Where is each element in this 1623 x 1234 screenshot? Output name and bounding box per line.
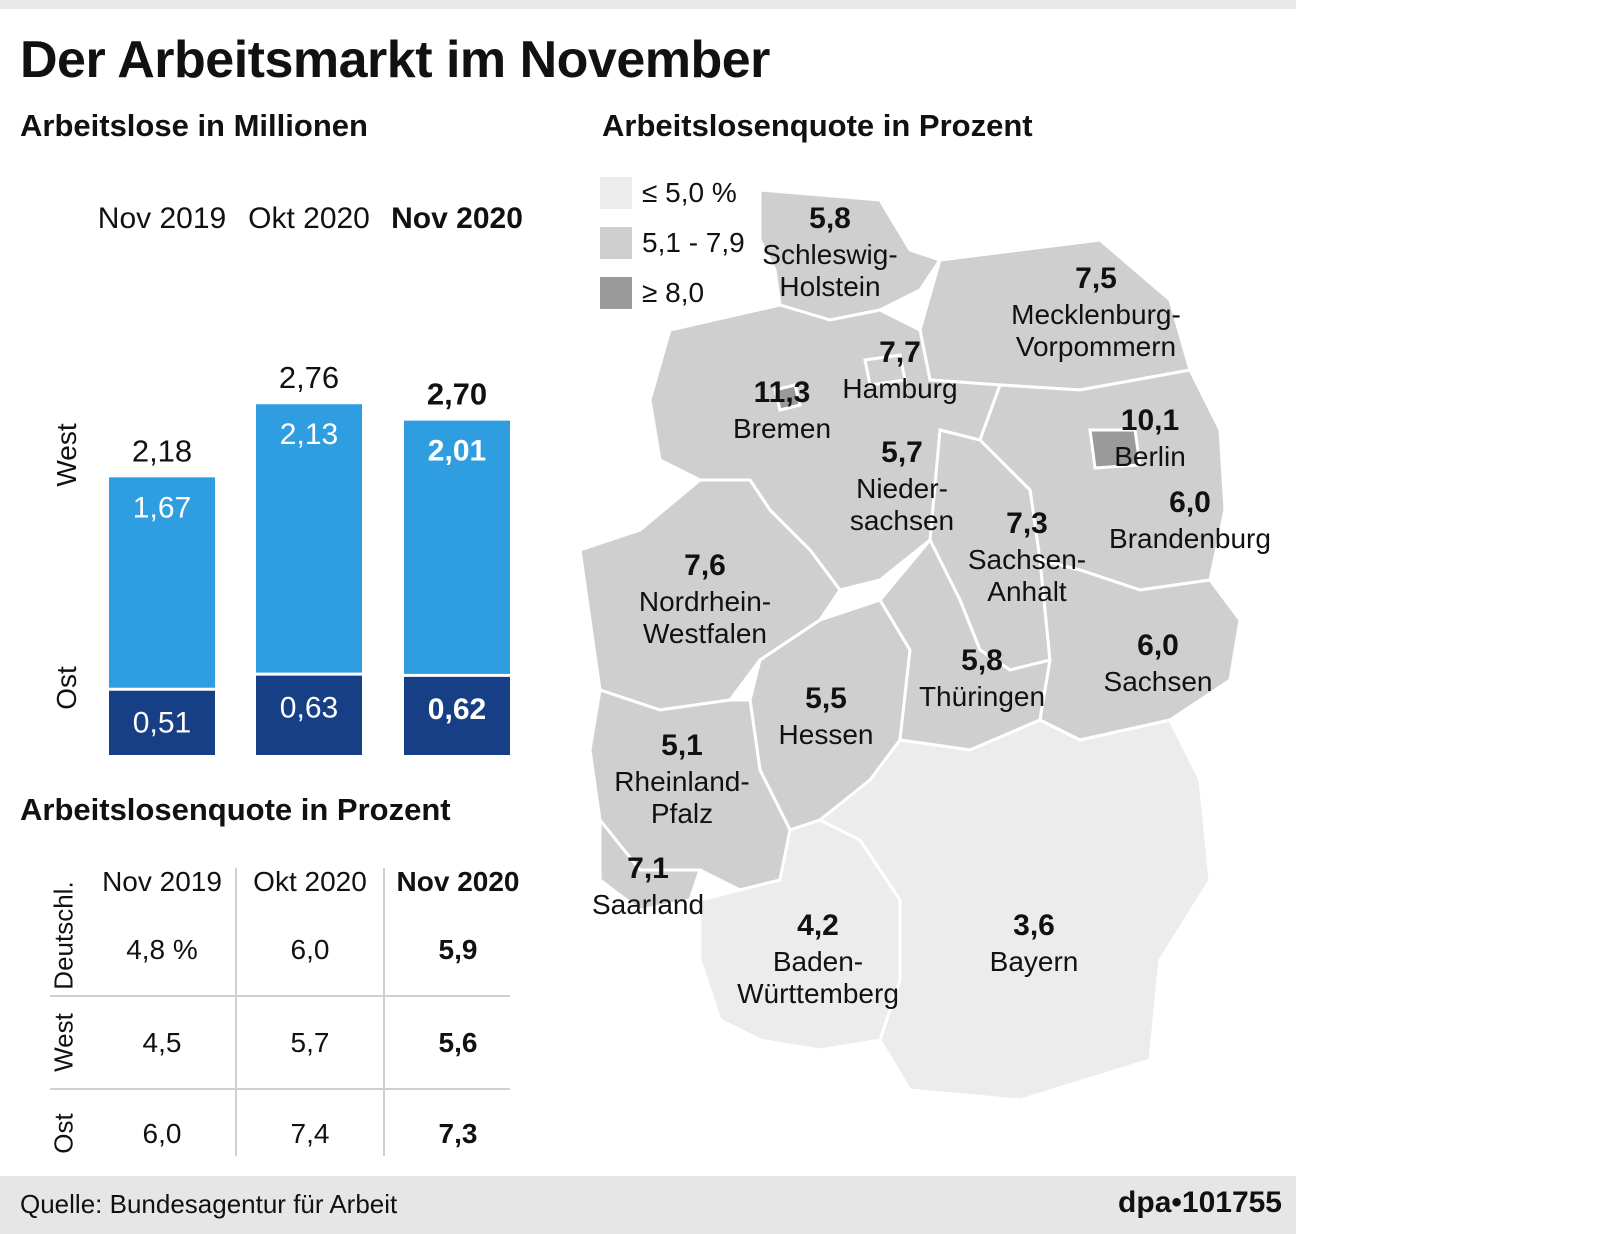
map-state-value: 7,1 bbox=[627, 852, 669, 885]
state-sachsen bbox=[1038, 558, 1242, 742]
series-label-west: West bbox=[51, 423, 82, 486]
legend-item: ≤ 5,0 % bbox=[600, 168, 745, 218]
legend-label: 5,1 - 7,9 bbox=[642, 227, 745, 258]
map-state-name: Pfalz bbox=[651, 798, 713, 829]
bar-category-label: Okt 2020 bbox=[248, 202, 370, 235]
bar-ost-value: 0,62 bbox=[428, 693, 486, 726]
map-state-name: sachsen bbox=[850, 505, 954, 536]
map-state-value: 7,7 bbox=[879, 336, 921, 369]
legend-item: 5,1 - 7,9 bbox=[600, 218, 745, 268]
legend-label: ≥ 8,0 bbox=[642, 277, 705, 308]
map-state-value: 7,3 bbox=[1006, 507, 1048, 540]
map-state-value: 6,0 bbox=[1169, 486, 1211, 519]
bar-west-value: 2,13 bbox=[280, 418, 338, 451]
map-state-name: Berlin bbox=[1114, 441, 1186, 472]
state-saarland bbox=[598, 815, 703, 912]
top-rule bbox=[0, 0, 1296, 9]
map-labels: 5,8 Schleswig-Holstein 7,5 Mecklenburg-Vorp… bbox=[592, 202, 1271, 1009]
bar-west-value: 1,67 bbox=[133, 491, 191, 524]
map-section-title: Arbeitslosenquote in Prozent bbox=[602, 108, 1033, 143]
bar-ost-value: 0,51 bbox=[133, 707, 191, 740]
bar-total-label: 2,70 bbox=[427, 377, 487, 412]
map-state-name: Holstein bbox=[779, 271, 880, 302]
map-state-value: 11,3 bbox=[754, 376, 811, 409]
map-state-value: 5,5 bbox=[805, 682, 847, 715]
map-state-name: Nordrhein- bbox=[639, 586, 771, 617]
bar-ost bbox=[256, 675, 362, 755]
map-state-name: Hamburg bbox=[842, 373, 957, 404]
map-state-name: Saarland bbox=[592, 889, 704, 920]
legend-swatch-high bbox=[600, 277, 632, 309]
map-states bbox=[580, 188, 1242, 1102]
page-title: Der Arbeitsmarkt im November bbox=[20, 31, 770, 89]
state-bremen bbox=[773, 383, 802, 412]
source-note: Quelle: Bundesagentur für Arbeit bbox=[20, 1189, 398, 1219]
map-state-value: 7,5 bbox=[1075, 262, 1117, 295]
bar-ost bbox=[109, 690, 215, 755]
legend-swatch-mid bbox=[600, 227, 632, 259]
legend-item: ≥ 8,0 bbox=[600, 268, 745, 318]
map-state-value: 6,0 bbox=[1137, 629, 1179, 662]
bar-chart: Nov 2019 0,51 1,67 2,18 Okt 2020 0,63 2,13 2,76… bbox=[51, 202, 523, 755]
map-state-name: Nieder- bbox=[856, 473, 948, 504]
map-state-name: Sachsen- bbox=[968, 544, 1086, 575]
footer: Quelle: Bundesagentur für Arbeit dpa•101… bbox=[0, 1176, 1296, 1234]
bar-west bbox=[109, 477, 215, 688]
state-hamburg bbox=[863, 353, 907, 387]
map-state-name: Bayern bbox=[990, 946, 1079, 977]
map-state-name: Mecklenburg- bbox=[1011, 299, 1181, 330]
map-state-name: Sachsen bbox=[1104, 666, 1213, 697]
map-state-name: Brandenburg bbox=[1109, 523, 1271, 554]
state-bayern bbox=[817, 718, 1212, 1102]
map-state-value: 5,8 bbox=[809, 202, 851, 235]
bar-west-value: 2,01 bbox=[428, 435, 486, 468]
map-state-value: 3,6 bbox=[1013, 909, 1055, 942]
legend-label: ≤ 5,0 % bbox=[642, 177, 737, 208]
map-state-name: Baden- bbox=[773, 946, 863, 977]
map-state-name: Westfalen bbox=[643, 618, 767, 649]
map-legend: ≤ 5,0 % 5,1 - 7,9 ≥ 8,0 bbox=[600, 168, 745, 318]
map-state-name: Bremen bbox=[733, 413, 831, 444]
map-state-value: 5,1 bbox=[661, 729, 703, 762]
bar-ost-value: 0,63 bbox=[280, 692, 338, 725]
map-state-name: Schleswig- bbox=[762, 239, 897, 270]
map-state-name: Hessen bbox=[779, 719, 874, 750]
credit-tag: dpa•101755 bbox=[1118, 1186, 1282, 1219]
bar-category-label: Nov 2019 bbox=[98, 202, 226, 235]
legend-swatch-low bbox=[600, 177, 632, 209]
bar-section-title: Arbeitslose in Millionen bbox=[20, 108, 368, 143]
map-state-name: Anhalt bbox=[987, 576, 1067, 607]
map-state-name: Rheinland- bbox=[614, 766, 749, 797]
map-state-name: Vorpommern bbox=[1016, 331, 1176, 362]
bar-category-label: Nov 2020 bbox=[391, 202, 523, 235]
map-state-value: 7,6 bbox=[684, 549, 726, 582]
map-state-value: 5,8 bbox=[961, 644, 1003, 677]
map-state-value: 4,2 bbox=[797, 909, 839, 942]
bar-ost bbox=[404, 676, 510, 755]
map-state-name: Thüringen bbox=[919, 681, 1045, 712]
bar-total-label: 2,76 bbox=[279, 360, 339, 395]
bar-west bbox=[256, 404, 362, 673]
state-berlin bbox=[1088, 428, 1142, 470]
map-state-value: 5,7 bbox=[881, 436, 923, 469]
bar-west bbox=[404, 420, 510, 674]
series-label-ost: Ost bbox=[51, 666, 82, 710]
map-state-name: Württemberg bbox=[737, 978, 899, 1009]
map-state-value: 10,1 bbox=[1121, 404, 1179, 437]
bar-total-label: 2,18 bbox=[132, 433, 192, 468]
table-section-title: Arbeitslosenquote in Prozent bbox=[20, 792, 451, 827]
germany-map: 5,8 Schleswig-Holstein 7,5 Mecklenburg-Vorp… bbox=[580, 188, 1271, 1102]
